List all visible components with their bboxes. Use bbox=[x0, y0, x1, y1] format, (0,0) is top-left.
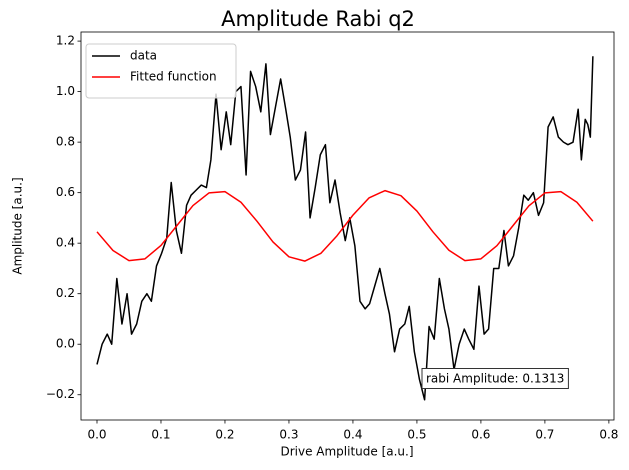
y-tick-label: 0.2 bbox=[56, 286, 75, 300]
y-tick-label: 0.6 bbox=[56, 185, 75, 199]
y-tick-label: 1.0 bbox=[56, 84, 75, 98]
legend-label: Fitted function bbox=[130, 70, 217, 84]
series-line bbox=[96, 56, 594, 401]
x-tick-label: 0.6 bbox=[471, 428, 490, 442]
x-tick-label: 0.1 bbox=[151, 428, 170, 442]
chart-title: Amplitude Rabi q2 bbox=[221, 7, 415, 31]
annotation-box bbox=[421, 368, 569, 389]
plot-frame bbox=[80, 31, 615, 421]
y-axis-label: Amplitude [a.u.] bbox=[11, 177, 25, 274]
series-line bbox=[96, 189, 594, 262]
annotation: rabi Amplitude: 0.1313 bbox=[426, 372, 564, 386]
legend-label: data bbox=[130, 49, 157, 63]
legend-box bbox=[85, 43, 237, 99]
x-tick-label: 0.0 bbox=[87, 428, 106, 442]
y-tick-label: 1.2 bbox=[56, 34, 75, 48]
x-tick-label: 0.3 bbox=[279, 428, 298, 442]
y-tick-label: 0.0 bbox=[56, 337, 75, 351]
x-tick-label: 0.4 bbox=[343, 428, 362, 442]
x-tick-label: 0.8 bbox=[599, 428, 618, 442]
y-tick-label: −0.2 bbox=[46, 387, 75, 401]
x-tick-label: 0.2 bbox=[215, 428, 234, 442]
y-tick-label: 0.8 bbox=[56, 135, 75, 149]
x-tick-label: 0.7 bbox=[535, 428, 554, 442]
x-axis-label: Drive Amplitude [a.u.] bbox=[280, 445, 413, 459]
y-tick-label: 0.4 bbox=[56, 236, 75, 250]
x-tick-label: 0.5 bbox=[407, 428, 426, 442]
legend: data Fitted function bbox=[85, 43, 237, 99]
